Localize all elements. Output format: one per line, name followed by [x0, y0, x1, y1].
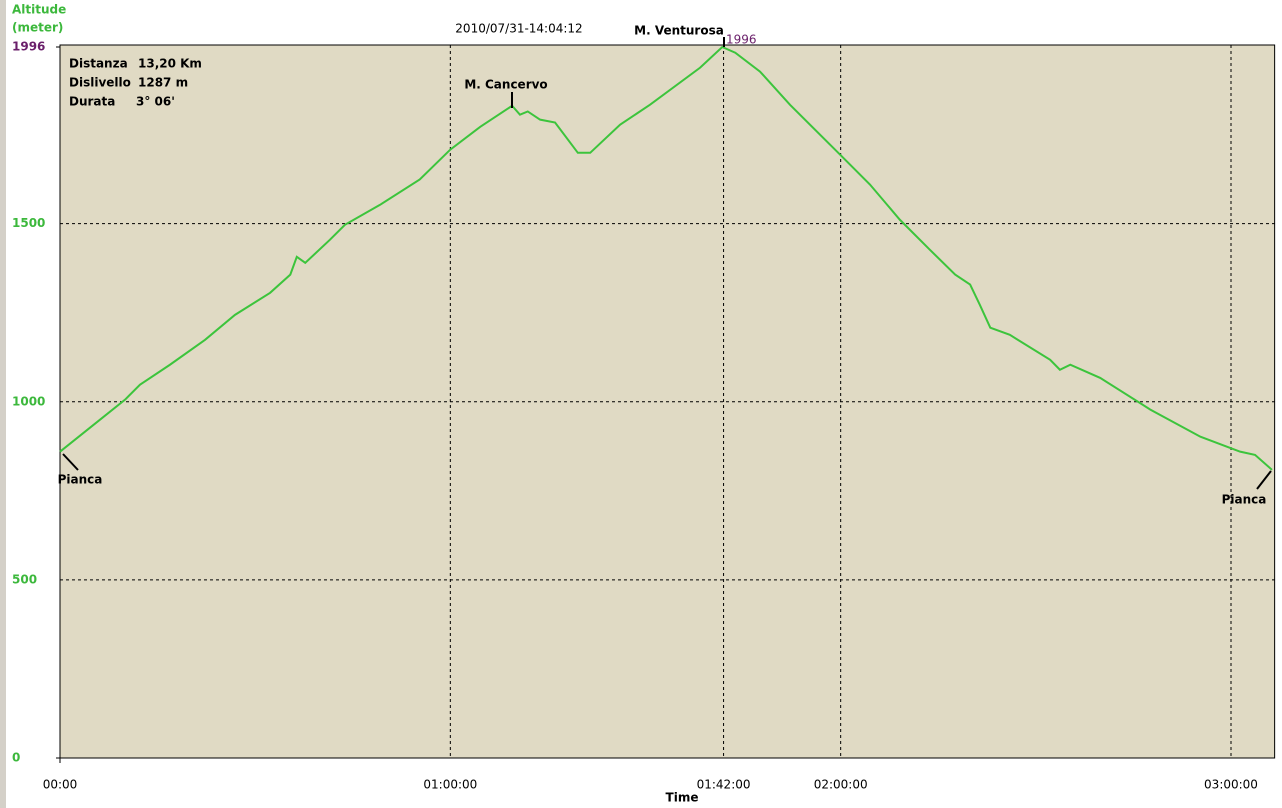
annotation: M. Cancervo	[464, 78, 547, 92]
y-tick-label: 500	[12, 572, 37, 586]
x-tick-label: 02:00:00	[814, 778, 868, 792]
timestamp: 2010/07/31-14:04:12	[455, 22, 582, 36]
info-value: 3° 06'	[136, 95, 175, 109]
annotation: M. Venturosa	[634, 24, 724, 38]
altitude-line	[59, 45, 1273, 471]
annotation: Pianca	[1222, 493, 1267, 507]
y-tick-label: 1500	[12, 216, 45, 230]
y-axis-label: Altitude	[12, 3, 66, 17]
y-tick-label: 1996	[12, 40, 45, 54]
annotation-pointer	[1256, 470, 1272, 490]
annotation-pointer	[62, 453, 79, 471]
info-value: 1287 m	[138, 76, 188, 90]
info-label: Distanza	[69, 57, 128, 71]
x-tick-label: 00:00	[43, 778, 78, 792]
max-label: 1996	[726, 33, 757, 47]
y-tick-label: 1000	[12, 394, 45, 408]
annotation: Pianca	[58, 473, 103, 487]
info-label: Dislivello	[69, 76, 131, 90]
y-axis-label: (meter)	[12, 21, 63, 35]
window-edge	[0, 0, 6, 808]
info-label: Durata	[69, 95, 115, 109]
info-value: 13,20 Km	[138, 57, 202, 71]
x-tick-label: 03:00:00	[1204, 778, 1258, 792]
x-tick-label: 01:42:00	[697, 778, 751, 792]
x-tick-label: 01:00:00	[423, 778, 477, 792]
x-axis-label: Time	[666, 791, 699, 805]
y-tick-label: 0	[12, 751, 20, 765]
